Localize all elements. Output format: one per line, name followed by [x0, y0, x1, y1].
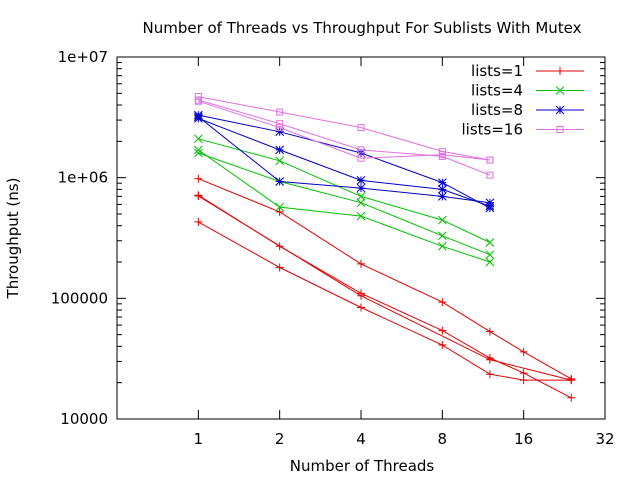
- x-tick-label: 4: [356, 430, 366, 448]
- data-point: [437, 241, 447, 251]
- series-lists-4: [193, 134, 495, 267]
- data-point: [567, 376, 576, 385]
- data-point: [356, 192, 366, 201]
- legend-marker: [556, 126, 564, 133]
- series-line: [198, 99, 491, 176]
- data-point: [357, 124, 365, 132]
- data-point: [519, 376, 528, 385]
- data-point: [357, 303, 365, 312]
- x-tick-label: 8: [438, 430, 448, 448]
- series-line: [198, 149, 491, 263]
- x-tick-label: 16: [514, 430, 533, 448]
- x-tick-label: 32: [595, 430, 614, 448]
- series-line: [198, 195, 572, 381]
- data-point: [438, 298, 447, 307]
- y-tick-label: 10000: [60, 410, 108, 428]
- data-point: [357, 259, 365, 268]
- data-point: [275, 177, 285, 186]
- y-axis-label: Throughput (ns): [4, 178, 22, 300]
- data-point: [194, 97, 202, 105]
- plot-frame: [116, 56, 606, 420]
- series-lists-8: [193, 110, 495, 213]
- data-point: [275, 156, 285, 166]
- series-line: [198, 221, 572, 381]
- data-point: [275, 127, 285, 137]
- y-tick-label: 1e+06: [58, 169, 108, 187]
- data-point: [276, 120, 284, 128]
- data-point: [485, 201, 495, 211]
- data-point: [437, 192, 447, 201]
- data-point: [357, 146, 365, 154]
- data-point: [437, 231, 447, 241]
- series-line: [198, 100, 490, 161]
- data-point: [438, 341, 447, 350]
- data-point: [485, 355, 494, 364]
- series-line: [198, 178, 572, 380]
- legend-label: lists=4: [471, 82, 523, 100]
- data-point: [275, 207, 284, 216]
- data-point: [519, 369, 528, 378]
- data-point: [356, 176, 366, 185]
- data-point: [486, 171, 494, 179]
- legend-label: lists=8: [471, 101, 523, 119]
- data-point: [194, 174, 203, 183]
- data-point: [438, 326, 447, 335]
- data-point: [194, 217, 203, 226]
- legend-marker: [555, 86, 565, 95]
- data-point: [193, 114, 203, 123]
- legend-label: lists=16: [461, 121, 523, 139]
- chart-title: Number of Threads vs Throughput For Subl…: [142, 19, 581, 37]
- data-point: [437, 185, 447, 194]
- legend-marker: [556, 67, 564, 75]
- data-point: [485, 327, 494, 336]
- data-point: [485, 250, 495, 260]
- data-point: [276, 108, 284, 116]
- y-tick-label: 1e+07: [58, 48, 108, 66]
- data-point: [275, 145, 285, 155]
- data-point: [438, 151, 446, 159]
- series-lists-1: [194, 174, 576, 402]
- data-point: [356, 183, 366, 193]
- x-axis-label: Number of Threads: [290, 457, 435, 475]
- data-point: [357, 154, 365, 162]
- legend-marker: [555, 105, 565, 115]
- series-line: [198, 96, 490, 161]
- data-point: [519, 347, 528, 356]
- data-point: [437, 178, 447, 187]
- data-point: [193, 148, 203, 158]
- x-tick-label: 1: [194, 430, 204, 448]
- data-point: [193, 145, 203, 155]
- data-point: [437, 215, 447, 225]
- data-point: [356, 198, 366, 208]
- data-point: [193, 134, 203, 144]
- data-point: [275, 202, 285, 212]
- series-lists-16: [194, 93, 494, 179]
- series-line: [198, 114, 491, 209]
- data-point: [485, 238, 495, 247]
- legend-label: lists=1: [471, 62, 523, 80]
- data-point: [486, 156, 494, 164]
- plot-area: [116, 56, 606, 420]
- data-point: [485, 370, 494, 379]
- data-point: [356, 211, 366, 221]
- y-tick-label: 100000: [51, 289, 108, 307]
- series-line: [198, 194, 572, 399]
- data-point: [275, 263, 284, 272]
- data-point: [276, 124, 284, 132]
- data-point: [194, 191, 203, 200]
- data-point: [485, 257, 495, 267]
- data-point: [357, 291, 365, 300]
- data-point: [567, 393, 576, 402]
- x-tick-label: 2: [275, 430, 285, 448]
